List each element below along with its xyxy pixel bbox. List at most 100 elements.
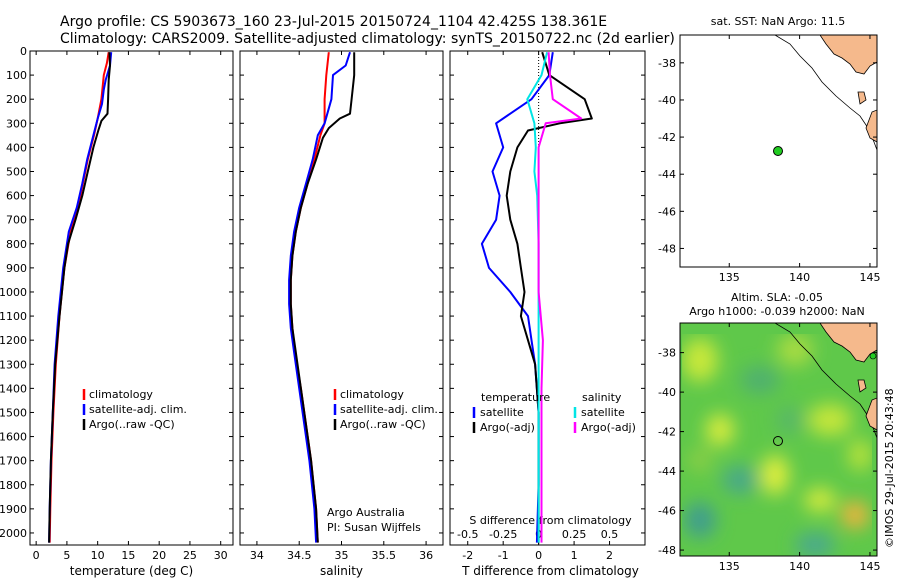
x-tick-label: 35 [335,549,349,562]
depth-tick-label: 800 [6,238,27,251]
s-diff-tick-label: -0.5 [457,528,478,541]
x-tick-label: 0 [33,549,40,562]
sst-map-axes: 135 140 145 -38 -40 -42 -44 -46 -48 [658,35,880,284]
depth-tick-label: 900 [6,262,27,275]
x-tick-label: 1 [571,549,578,562]
sla-heatmap [680,323,877,556]
map-y-tick-label: -42 [658,131,676,144]
annotation-line: Argo Australia [327,506,405,519]
sla-float-marker [773,436,783,446]
depth-tick-label: 300 [6,117,27,130]
depth-tick-label: 0 [20,45,27,58]
sla-green-dot [869,352,877,360]
imos-credit: ©IMOS 29-Jul-2015 20:43:48 [883,388,896,548]
tasmania-land [819,35,877,75]
x-tick-label: 35.5 [372,549,397,562]
depth-tick-label: 1700 [0,455,27,468]
map-y-tick-label: -46 [658,205,676,218]
series-line-salinity-argo-adj- [537,52,583,543]
map-y-tick-label: -38 [658,57,676,70]
sla-king-island-land [857,379,867,393]
header-line-2: Climatology: CARS2009. Satellite-adjuste… [60,31,675,47]
depth-tick-label: 100 [6,69,27,82]
map-x-tick-label: 140 [789,271,810,284]
series-line-salinity-satellite [526,51,549,543]
x-tick-label: 15 [121,549,135,562]
x-tick-label: 0 [535,549,542,562]
x-tick-label: -1 [498,549,509,562]
s-diff-tick-label: 0.5 [601,528,619,541]
map-y-tick-label: -40 [658,94,676,107]
salinity-profile-frame [239,50,444,546]
map-y-tick-label: -44 [658,465,676,478]
difference-panel: -2 -1 0 1 2 T difference from climatology -0.5… [449,50,646,578]
x-tick-label: 34.5 [287,549,312,562]
sst-map-panel: sat. SST: NaN Argo: 11.5 135 140 145 -38 -40… [658,15,880,284]
legend-label: Argo(-adj) [581,421,636,434]
sst-map-frame [679,34,878,268]
annotation-line: PI: Susan Wijffels [327,521,421,534]
map-y-tick-label: -48 [658,242,676,255]
series-line-argo-raw-qc- [48,52,111,543]
series-line-satellite-adj-clim- [288,51,351,543]
sst-float-marker [773,146,783,156]
legend-label: satellite [581,406,625,419]
tasmania-south-land [865,109,877,143]
difference-profile-frame [449,50,646,546]
sla-map-axes: 135 140 145 -38 -40 -42 -44 -46 -48 [658,323,880,573]
depth-tick-label: 1300 [0,358,27,371]
map-y-tick-label: -38 [658,347,676,360]
legend-label: satellite [480,406,524,419]
legend-label: Argo(..raw -QC) [89,418,175,431]
depth-tick-label: 1200 [0,334,27,347]
x-tick-label: -2 [462,549,473,562]
x-tick-label: 10 [91,549,105,562]
temperature-profile-frame [29,50,234,546]
header-line-1: Argo profile: CS 5903673_160 23-Jul-2015… [60,14,607,30]
sla-map-frame [679,322,878,557]
legend-label: Argo(..raw -QC) [340,418,426,431]
sla-map-panel: Altim. SLA: -0.05 Argo h1000: -0.039 h20… [658,291,880,573]
legend-label: satellite-adj. clim. [89,403,187,416]
map-y-tick-label: -42 [658,426,676,439]
x-tick-label: 36 [419,549,433,562]
x-tick-label: 20 [152,549,166,562]
series-line-argo-raw-qc- [289,52,356,543]
map-x-tick-label: 145 [859,271,880,284]
sla-title-line-2: Argo h1000: -0.039 h2000: NaN [689,305,865,318]
depth-tick-label: 1000 [0,286,27,299]
depth-tick-label: 400 [6,141,27,154]
temperature-panel: 0100200300400500600700800900100011001200… [0,45,234,578]
depth-tick-label: 700 [6,214,27,227]
sla-tasmania-land [819,323,877,363]
x-tick-label: 30 [214,549,228,562]
salinity-profile-xlabel: salinity [320,564,363,578]
map-x-tick-label: 135 [719,560,740,573]
x-tick-label: 2 [606,549,613,562]
difference-profile-xlabel: T difference from climatology [461,564,639,578]
temperature-profile-xlabel: temperature (deg C) [70,564,193,578]
map-y-tick-label: -48 [658,544,676,557]
x-tick-label: 25 [183,549,197,562]
depth-tick-label: 1900 [0,503,27,516]
s-diff-label: S difference from climatology [469,514,632,527]
map-y-tick-label: -44 [658,168,676,181]
legend-label: climatology [340,388,404,401]
depth-tick-label: 500 [6,165,27,178]
legend-title: salinity [582,391,622,404]
map-x-tick-label: 145 [859,560,880,573]
legend-label: climatology [89,388,153,401]
legend-title: temperature [481,391,550,404]
map-y-tick-label: -46 [658,505,676,518]
s-diff-tick-label: 0.25 [562,528,587,541]
depth-tick-label: 1600 [0,431,27,444]
depth-tick-label: 1400 [0,382,27,395]
sla-tasmania-south-land [865,397,877,431]
series-line-temperature-argo-adj- [505,51,593,543]
s-diff-tick-label: -0.25 [489,528,517,541]
king-island-land [857,91,867,105]
depth-tick-label: 1500 [0,406,27,419]
map-x-tick-label: 140 [789,560,810,573]
x-tick-label: 5 [63,549,70,562]
